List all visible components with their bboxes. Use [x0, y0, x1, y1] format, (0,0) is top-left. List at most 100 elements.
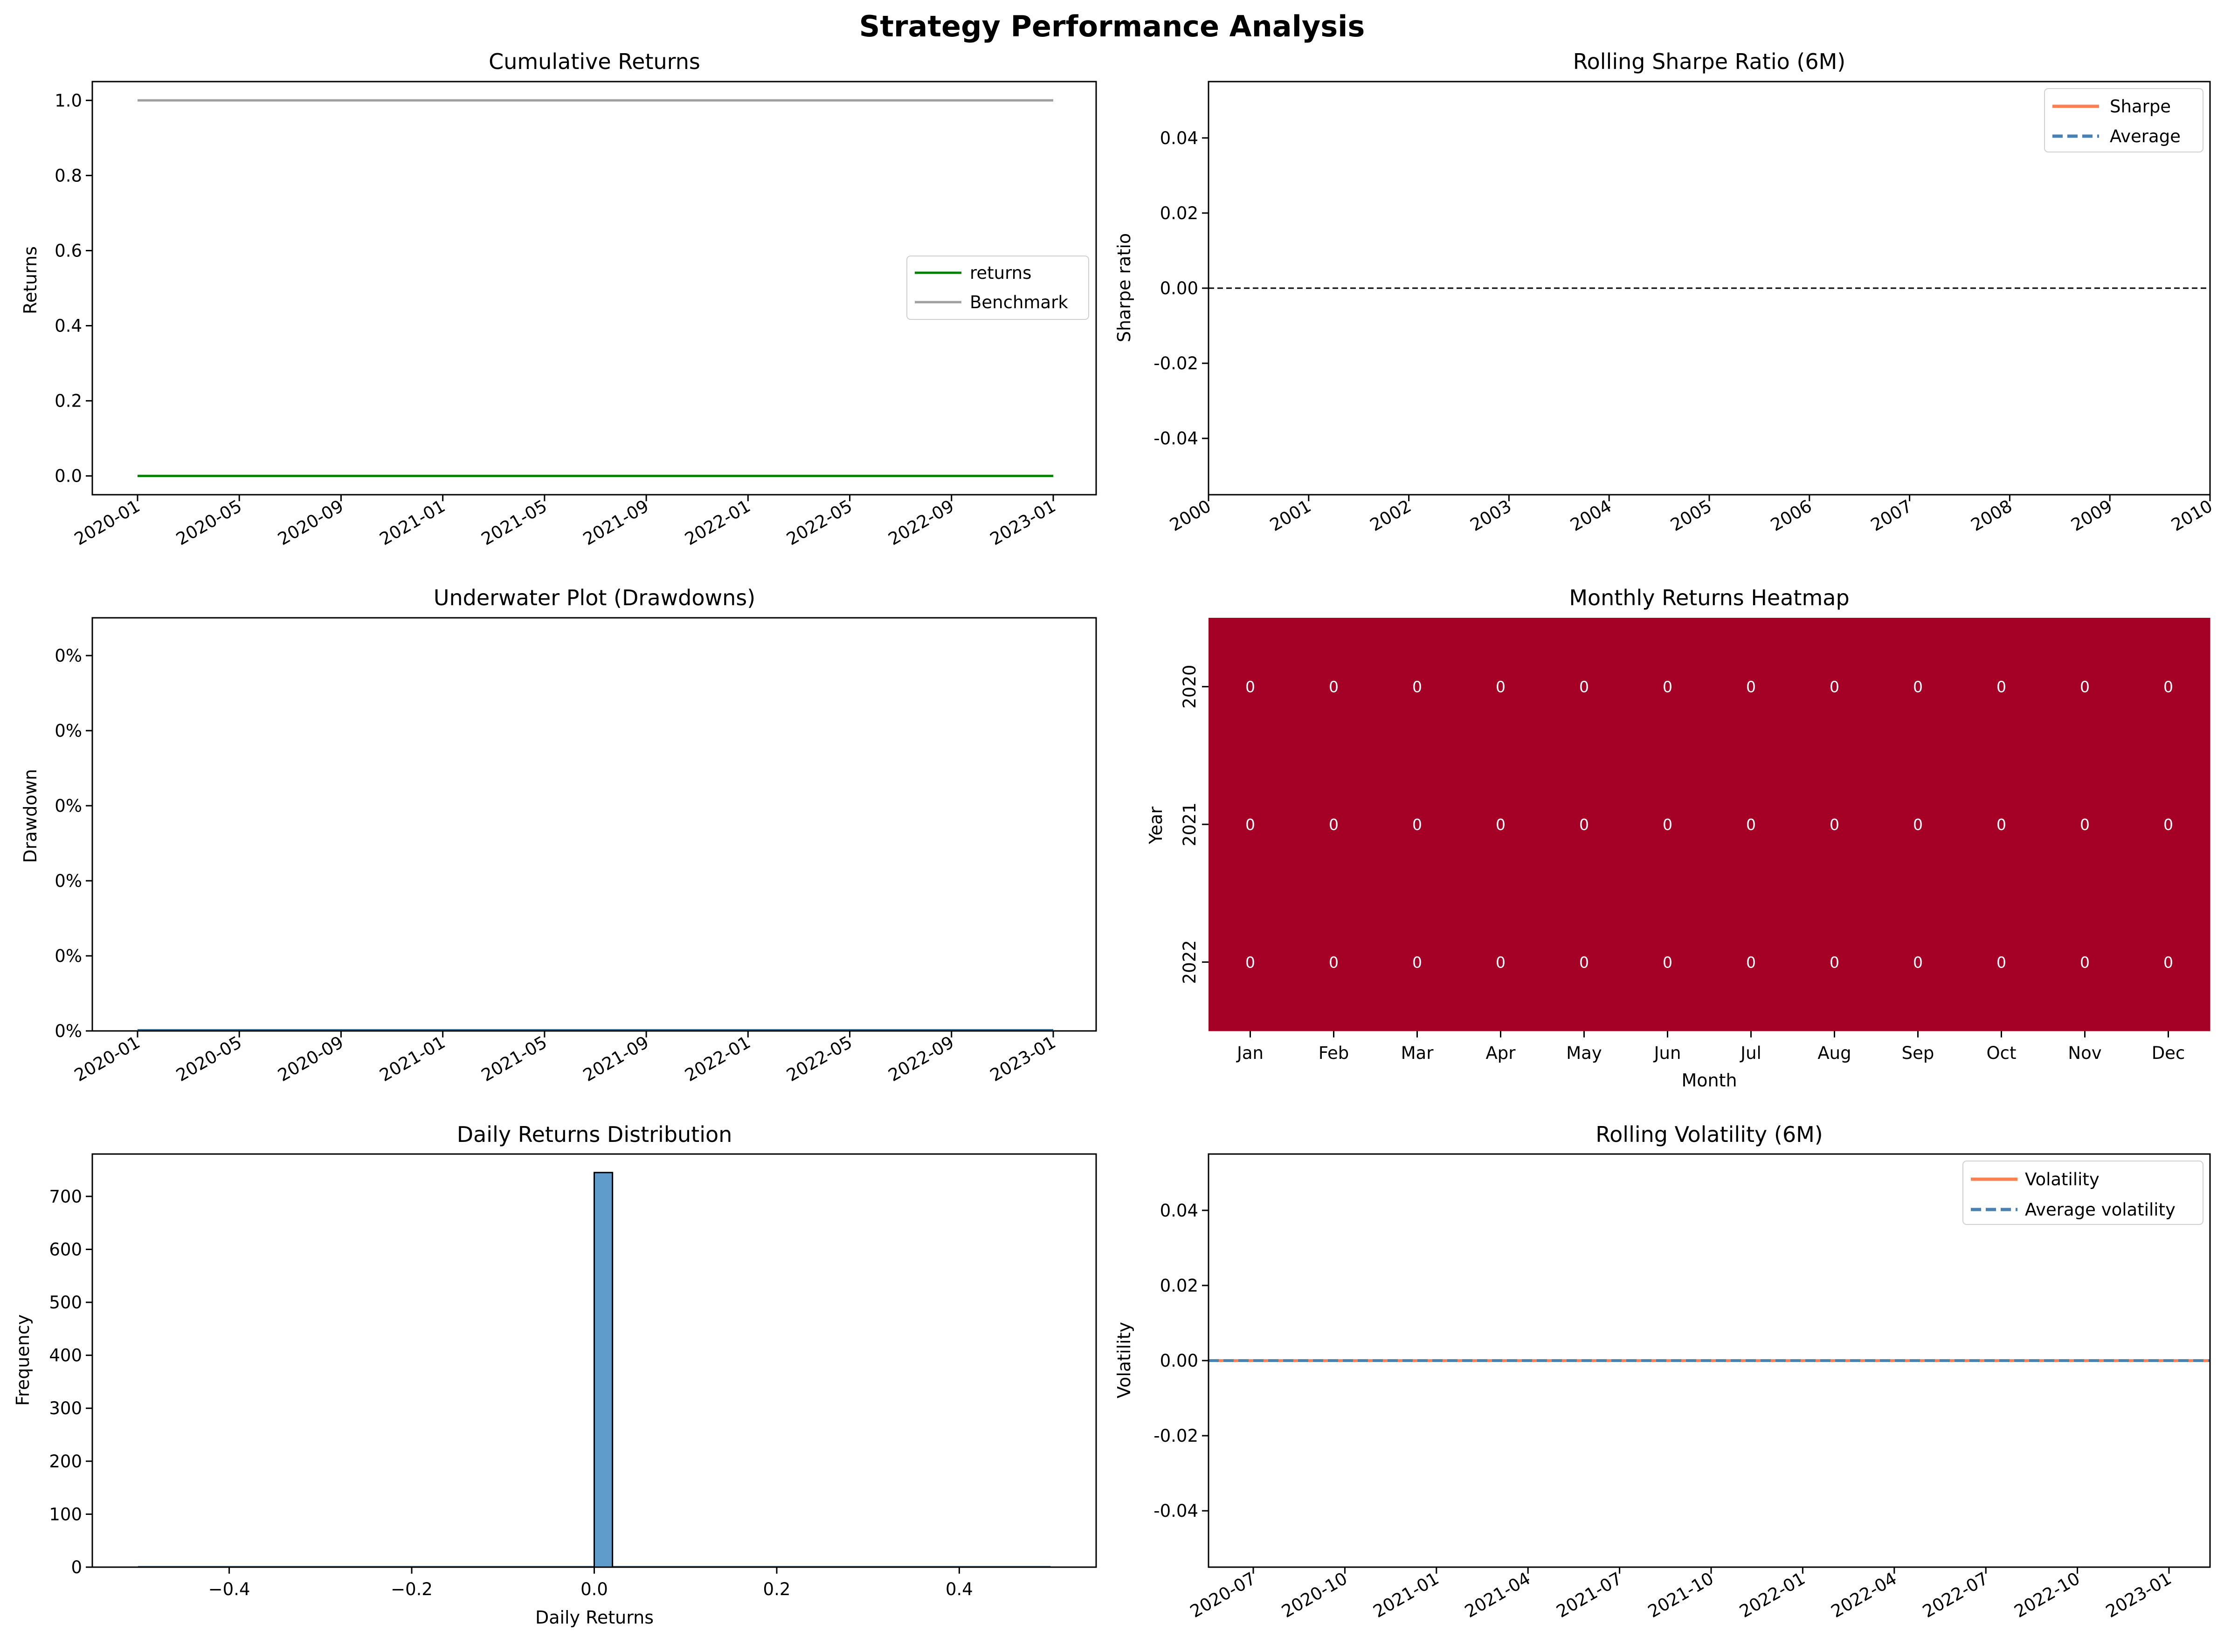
heatmap-cell: [1209, 893, 1292, 1031]
underwater-ytick-label: 0%: [55, 646, 82, 666]
cumulative-returns-legend: returns Benchmark: [906, 256, 1089, 320]
underwater-ytick-label: 0%: [55, 796, 82, 816]
heatmap-month-label: Aug: [1817, 1043, 1851, 1063]
histogram-bar: [594, 1172, 614, 1568]
heatmap-month-label: Feb: [1319, 1043, 1349, 1063]
cumulative-returns-ytick-label: 1.0: [55, 90, 82, 111]
cumulative-returns-ytick-label: 0.4: [55, 316, 82, 336]
heatmap-cell-value: 0: [1830, 953, 1839, 971]
histogram-ytick-label: 700: [49, 1187, 82, 1207]
heatmap-cell-value: 0: [1412, 678, 1422, 696]
underwater-frame: [91, 617, 1097, 1032]
heatmap-cell: [2043, 893, 2127, 1031]
heatmap-cell-value: 0: [1663, 953, 1672, 971]
heatmap-month-label: Dec: [2152, 1043, 2185, 1063]
histogram-ytick-label: 0: [71, 1557, 82, 1577]
heatmap-cell: [1709, 755, 1793, 894]
heatmap-year-label: 2022: [1180, 940, 1200, 984]
heatmap-cell-value: 0: [2163, 678, 2173, 696]
histogram-title: Daily Returns Distribution: [457, 1122, 732, 1147]
heatmap-cell-value: 0: [2080, 678, 2090, 696]
rolling-sharpe-y-axis: -0.04 -0.02 0.00 0.02 0.04: [1153, 128, 1209, 449]
heatmap-cell: [1292, 755, 1376, 894]
heatmap-cell: [2043, 755, 2127, 894]
heatmap-cell-value: 0: [1830, 816, 1839, 834]
histogram-panel: Daily Returns Distribution Frequency Dai…: [13, 1122, 1097, 1628]
heatmap-cell-value: 0: [2163, 816, 2173, 834]
histogram-ytick-label: 200: [49, 1452, 82, 1472]
heatmap-cell: [1876, 755, 1960, 894]
heatmap-cell-value: 0: [1579, 678, 1589, 696]
heatmap-cell-value: 0: [1245, 816, 1255, 834]
heatmap-cell: [1375, 893, 1459, 1031]
legend-benchmark-label: Benchmark: [970, 292, 1068, 312]
histogram-xtick-label: 0.4: [946, 1579, 973, 1599]
heatmap-cell: [1626, 893, 1710, 1031]
heatmap-cell-value: 0: [1329, 816, 1339, 834]
heatmap-cell-value: 0: [2080, 816, 2090, 834]
heatmap-cell-value: 0: [2080, 953, 2090, 971]
cumulative-returns-ylabel: Returns: [20, 246, 41, 314]
histogram-xtick-label: 0.2: [763, 1579, 791, 1599]
heatmap-cell: [1292, 893, 1376, 1031]
rolling-volatility-ytick-label: 0.02: [1160, 1276, 1198, 1296]
underwater-ytick-label: 0%: [55, 871, 82, 891]
rolling-sharpe-ytick-label: 0.00: [1160, 278, 1198, 298]
heatmap-cell: [2127, 893, 2210, 1031]
heatmap-year-label: 2021: [1180, 802, 1200, 846]
heatmap-cell: [1292, 618, 1376, 756]
heatmap-cell-value: 0: [1329, 678, 1339, 696]
legend-box: [1962, 1161, 2203, 1225]
heatmap-cell: [1793, 618, 1877, 756]
rolling-volatility-ytick-label: -0.04: [1153, 1501, 1198, 1521]
heatmap-cell: [1960, 755, 2044, 894]
underwater-ytick-label: 0%: [55, 1021, 82, 1041]
histogram-xtick-label: 0.0: [580, 1579, 608, 1599]
heatmap-cell-value: 0: [1663, 816, 1672, 834]
heatmap-cell: [1209, 618, 1292, 756]
heatmap-cell-value: 0: [1913, 678, 1923, 696]
rolling-sharpe-title: Rolling Sharpe Ratio (6M): [1573, 49, 1846, 74]
underwater-ytick-label: 0%: [55, 721, 82, 741]
heatmap-cell-value: 0: [1913, 953, 1923, 971]
rolling-sharpe-ytick-label: -0.02: [1153, 353, 1198, 373]
heatmap-cell-value: 0: [1496, 816, 1506, 834]
heatmap-cell-value: 0: [1746, 816, 1756, 834]
heatmap-month-label: Jul: [1740, 1043, 1761, 1063]
rolling-volatility-y-axis: -0.04 -0.02 0.00 0.02 0.04: [1153, 1201, 1209, 1521]
heatmap-cell-value: 0: [1830, 678, 1839, 696]
histogram-xlabel: Daily Returns: [535, 1607, 654, 1628]
cumulative-returns-frame: [91, 81, 1097, 496]
histogram-ylabel: Frequency: [13, 1314, 33, 1406]
rolling-sharpe-frame: [1208, 81, 2211, 496]
heatmap-month-label: Jan: [1236, 1043, 1264, 1063]
legend-average-volatility-label: Average volatility: [2025, 1200, 2176, 1220]
heatmap-cell: [1375, 618, 1459, 756]
heatmap-year-label: 2020: [1180, 665, 1200, 709]
rolling-volatility-ytick-label: 0.00: [1160, 1351, 1198, 1371]
legend-average-label: Average: [2110, 126, 2181, 146]
heatmap-cell-value: 0: [1913, 816, 1923, 834]
heatmap-month-label: Sep: [1902, 1043, 1934, 1063]
heatmap-cell: [1459, 618, 1543, 756]
heatmap-month-label: Nov: [2068, 1043, 2101, 1063]
legend-volatility-label: Volatility: [2025, 1169, 2100, 1189]
heatmap-cell: [1209, 755, 1292, 894]
underwater-y-axis: 0% 0% 0% 0% 0% 0%: [55, 646, 92, 1041]
heatmap-cell: [1876, 893, 1960, 1031]
rolling-volatility-ytick-label: -0.02: [1153, 1426, 1198, 1446]
heatmap-title: Monthly Returns Heatmap: [1569, 585, 1849, 610]
heatmap-month-label: Mar: [1401, 1043, 1434, 1063]
legend-sharpe-label: Sharpe: [2110, 97, 2171, 117]
heatmap-cell-value: 0: [1996, 816, 2006, 834]
rolling-sharpe-ytick-label: 0.02: [1160, 203, 1198, 223]
heatmap-cell: [1542, 755, 1626, 894]
heatmap-cell: [1626, 618, 1710, 756]
cumulative-returns-ytick-label: 0.2: [55, 391, 82, 411]
heatmap-cell: [2043, 618, 2127, 756]
rolling-sharpe-ytick-label: 0.04: [1160, 128, 1198, 148]
cumulative-returns-ytick-label: 0.8: [55, 166, 82, 186]
heatmap-ylabel: Year: [1146, 806, 1166, 844]
